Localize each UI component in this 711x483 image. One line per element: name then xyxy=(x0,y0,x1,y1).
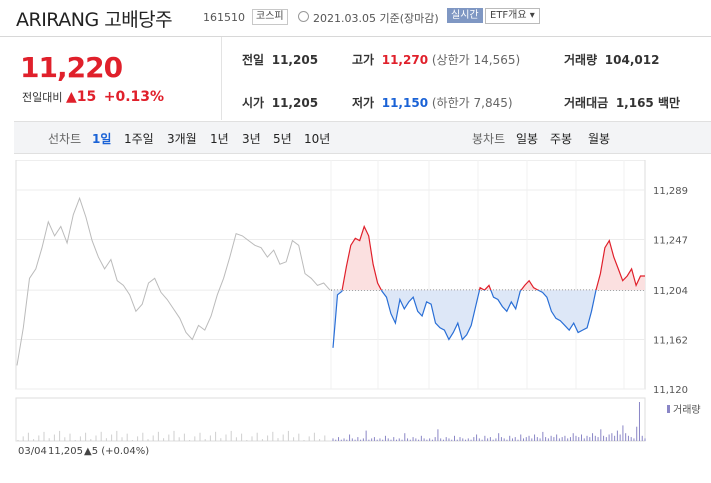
tab-5y[interactable]: 5년 xyxy=(273,132,292,146)
series-today-line-down xyxy=(332,290,597,348)
prev-day-date: 03/04 xyxy=(18,446,47,457)
prev-day-price: 11,205 xyxy=(48,446,83,457)
market-badge: 코스피 xyxy=(252,9,288,25)
y-tick-label: 11,120 xyxy=(653,385,688,396)
tab-10y[interactable]: 10년 xyxy=(304,132,331,146)
area-above-reference xyxy=(342,226,645,291)
change-percent: +0.13% xyxy=(103,89,165,105)
stock-name: ARIRANG 고배당주 xyxy=(16,9,173,31)
clock-icon xyxy=(298,11,309,22)
volume: 거래량 104,012 xyxy=(564,53,660,67)
change-amount: ▲15 xyxy=(65,89,97,105)
tab-weekly[interactable]: 주봉 xyxy=(550,132,573,146)
stock-header: ARIRANG 고배당주 161510 코스피 2021.03.05 기준(장마… xyxy=(0,0,711,37)
change-label: 전일대비 xyxy=(22,91,63,104)
base-date: 2021.03.05 기준(장마감) xyxy=(313,12,439,25)
volume-frame xyxy=(15,397,646,442)
tab-1d[interactable]: 1일 xyxy=(92,132,112,146)
price-change: 전일대비 ▲15 +0.13% xyxy=(22,89,164,105)
realtime-button[interactable]: 실시간 xyxy=(447,8,483,23)
etf-overview-dropdown[interactable]: ETF개요 ▾ xyxy=(485,8,540,24)
candle-chart-label: 봉차트 xyxy=(472,132,506,146)
trade-amount: 거래대금 1,165 백만 xyxy=(564,96,681,110)
y-tick-label: 11,204 xyxy=(653,286,688,297)
price-stats: 전일 11,205 고가 11,270 (상한가 14,565) 거래량 104… xyxy=(222,37,711,120)
volume-legend-label: 거래량 xyxy=(673,404,701,416)
price-summary: 11,220 전일대비 ▲15 +0.13% xyxy=(14,37,222,120)
volume-legend-swatch xyxy=(667,405,670,413)
prev-day-change: ▲5 (+0.04%) xyxy=(84,446,150,457)
series-prev-day-line xyxy=(16,196,331,366)
tab-daily[interactable]: 일봉 xyxy=(516,132,539,146)
line-chart-label: 선차트 xyxy=(48,132,82,146)
tab-monthly[interactable]: 월봉 xyxy=(588,132,611,146)
series-today-line-up xyxy=(341,224,645,291)
tab-1w[interactable]: 1주일 xyxy=(124,132,154,146)
tab-1y[interactable]: 1년 xyxy=(210,132,229,146)
prev-close: 전일 11,205 xyxy=(242,53,319,67)
y-tick-label: 11,162 xyxy=(653,336,688,347)
tab-3m[interactable]: 3개월 xyxy=(167,132,197,146)
area-below-reference xyxy=(333,290,645,348)
y-tick-label: 11,289 xyxy=(653,186,688,197)
price-chart: 11,28911,24711,20411,16211,120거래량03/0510… xyxy=(15,160,701,442)
high-price: 고가 11,270 (상한가 14,565) xyxy=(352,53,521,67)
chart-tabs: 선차트 1일 1주일 3개월 1년 3년 5년 10년 봉차트 일봉 주봉 월봉 xyxy=(14,121,711,154)
open-price: 시가 11,205 xyxy=(242,96,319,110)
tab-3y[interactable]: 3년 xyxy=(242,132,261,146)
y-tick-label: 11,247 xyxy=(653,235,688,246)
low-price: 저가 11,150 (하한가 7,845) xyxy=(352,96,513,110)
current-price: 11,220 xyxy=(20,51,123,84)
stock-code: 161510 xyxy=(203,11,245,24)
